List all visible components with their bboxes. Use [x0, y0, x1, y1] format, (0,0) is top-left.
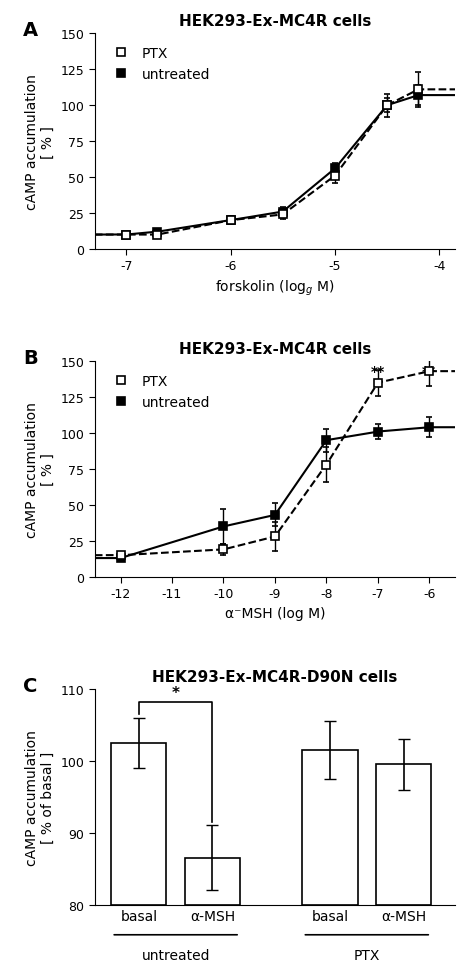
Bar [376, 765, 431, 905]
X-axis label: α⁻MSH (log M): α⁻MSH (log M) [225, 606, 325, 620]
Legend: PTX, untreated: PTX, untreated [102, 369, 216, 415]
Text: A: A [23, 22, 38, 40]
Y-axis label: cAMP accumulation
[ % ]: cAMP accumulation [ % ] [25, 74, 55, 210]
Text: **: ** [371, 365, 385, 378]
Text: *: * [172, 686, 180, 700]
Legend: PTX, untreated: PTX, untreated [102, 41, 216, 87]
Y-axis label: cAMP accumulation
[ % ]: cAMP accumulation [ % ] [25, 402, 55, 537]
Title: HEK293-Ex-MC4R cells: HEK293-Ex-MC4R cells [179, 14, 371, 29]
Bar [111, 743, 166, 905]
Title: HEK293-Ex-MC4R-D90N cells: HEK293-Ex-MC4R-D90N cells [152, 669, 398, 684]
Text: B: B [23, 349, 37, 368]
Text: **: ** [422, 365, 437, 378]
Title: HEK293-Ex-MC4R cells: HEK293-Ex-MC4R cells [179, 341, 371, 356]
Y-axis label: cAMP accumulation
[ % of basal ]: cAMP accumulation [ % of basal ] [25, 729, 55, 865]
X-axis label: forskolin (log$_g$ M): forskolin (log$_g$ M) [215, 279, 335, 298]
Bar [185, 858, 240, 905]
Text: C: C [23, 676, 37, 695]
Text: PTX: PTX [354, 948, 380, 961]
Bar [302, 750, 357, 905]
Text: untreated: untreated [141, 948, 210, 961]
